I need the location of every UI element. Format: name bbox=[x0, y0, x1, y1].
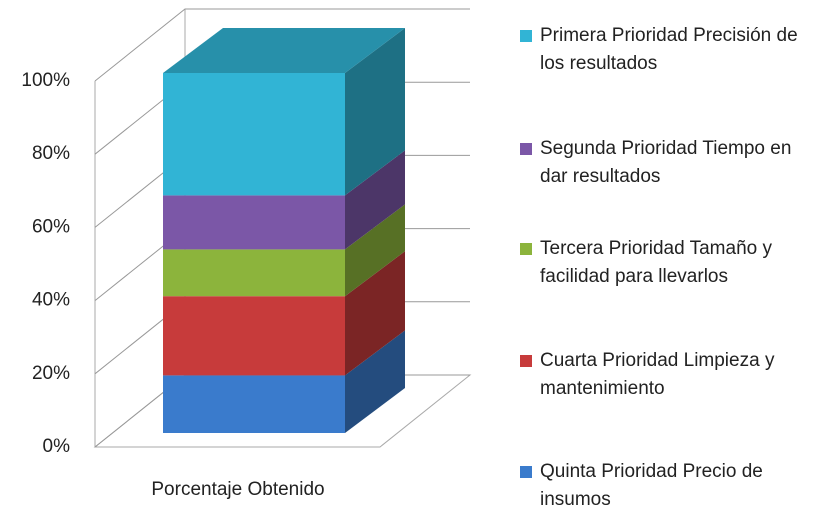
legend-label: Cuarta Prioridad Limpieza y mantenimient… bbox=[540, 350, 775, 399]
bar-segment bbox=[163, 195, 345, 250]
legend-swatch bbox=[520, 466, 532, 478]
y-tick-label: 40% bbox=[32, 290, 70, 311]
bar-segment bbox=[163, 375, 345, 433]
legend-item: Quinta Prioridad Precio de insumos bbox=[520, 458, 820, 514]
bar-top bbox=[163, 28, 405, 73]
legend-swatch bbox=[520, 143, 532, 155]
y-tick-label: 20% bbox=[32, 363, 70, 384]
y-tick-label: 80% bbox=[32, 143, 70, 164]
y-tick-label: 0% bbox=[43, 436, 71, 457]
legend-swatch bbox=[520, 355, 532, 367]
legend-label: Segunda Prioridad Tiempo en dar resultad… bbox=[540, 138, 792, 187]
legend-label: Tercera Prioridad Tamaño y facilidad par… bbox=[540, 238, 772, 287]
bar-segment bbox=[163, 249, 345, 297]
legend-item: Primera Prioridad Precisión de los resul… bbox=[520, 22, 820, 78]
bar-segment bbox=[163, 296, 345, 376]
legend-swatch bbox=[520, 243, 532, 255]
bar-segment bbox=[163, 73, 345, 196]
legend-item: Tercera Prioridad Tamaño y facilidad par… bbox=[520, 235, 820, 291]
x-tick-label: Porcentaje Obtenido bbox=[151, 479, 324, 500]
bar-side bbox=[345, 28, 405, 196]
bar-side bbox=[345, 150, 405, 250]
legend-item: Cuarta Prioridad Limpieza y mantenimient… bbox=[520, 347, 820, 403]
legend-swatch bbox=[520, 30, 532, 42]
y-tick-label: 60% bbox=[32, 216, 70, 237]
legend-label: Quinta Prioridad Precio de insumos bbox=[540, 461, 763, 510]
legend-label: Primera Prioridad Precisión de los resul… bbox=[540, 25, 798, 74]
bar-side bbox=[345, 251, 405, 376]
bar-side bbox=[345, 204, 405, 297]
y-tick-label: 100% bbox=[21, 70, 70, 91]
grid-line bbox=[94, 8, 470, 82]
bar-side bbox=[345, 330, 405, 433]
legend-item: Segunda Prioridad Tiempo en dar resultad… bbox=[520, 135, 820, 191]
